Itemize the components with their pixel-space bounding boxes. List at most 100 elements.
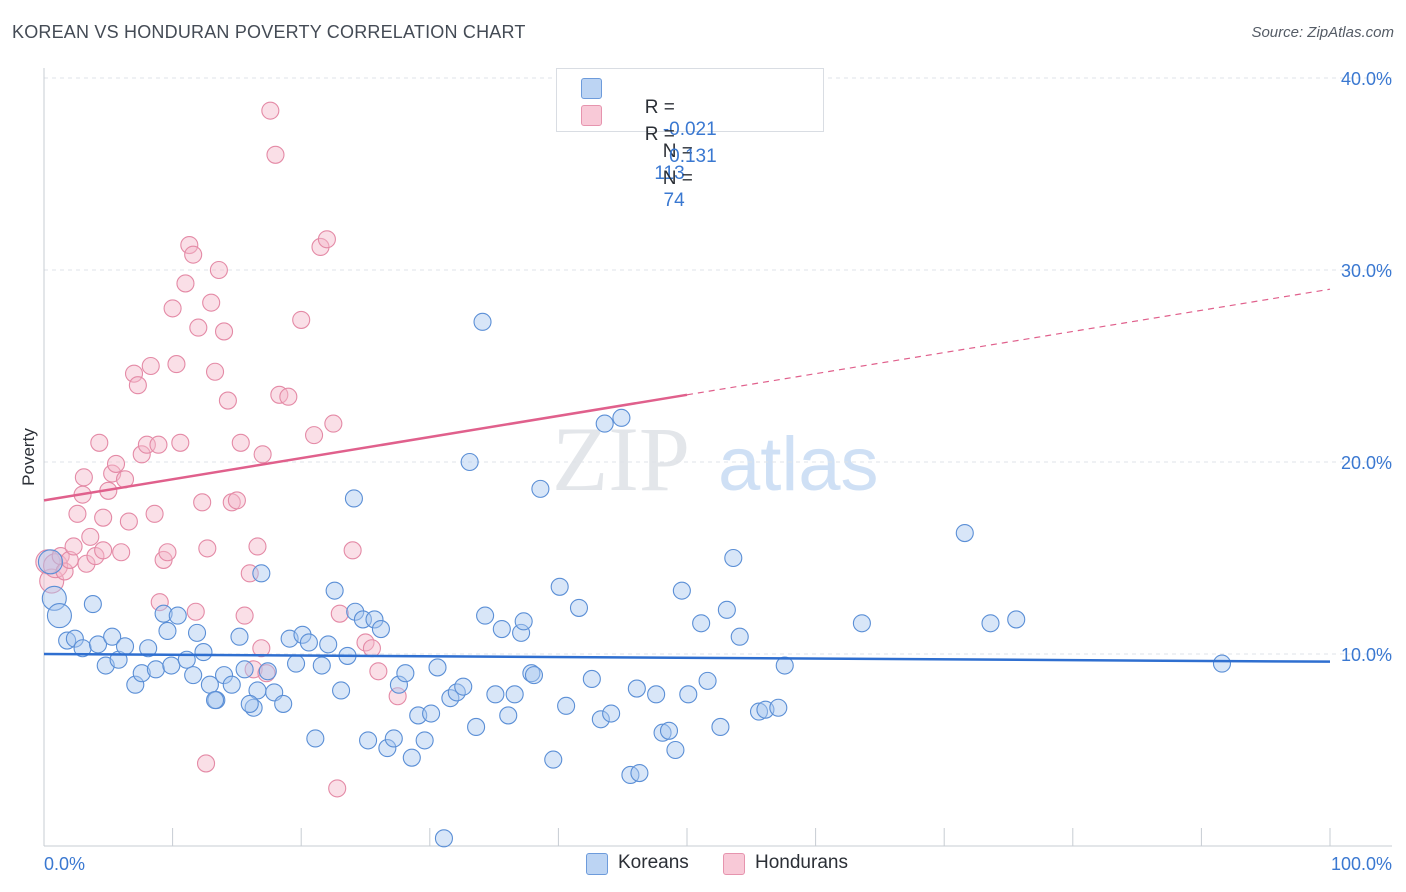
korean-point <box>602 704 621 723</box>
watermark-atlas: atlas <box>718 422 879 507</box>
korean-point <box>512 623 531 642</box>
korean-point <box>627 679 646 698</box>
chart-title: KOREAN VS HONDURAN POVERTY CORRELATION C… <box>12 22 526 42</box>
hondurans-legend-swatch <box>723 853 745 875</box>
korean-point <box>139 639 158 658</box>
honduran-point <box>261 101 280 120</box>
korean-point <box>126 675 145 694</box>
honduran-point <box>248 537 267 556</box>
honduran-point <box>64 537 83 556</box>
korean-point <box>312 656 331 675</box>
hondurans-points <box>35 101 407 798</box>
stats-row-koreans: R = -0.021 N = 113 <box>581 75 717 184</box>
honduran-point <box>176 274 195 293</box>
koreans-points <box>37 312 1232 848</box>
honduran-point <box>68 504 87 523</box>
honduran-point <box>150 593 169 612</box>
hondurans-n-value: 74 <box>663 190 685 211</box>
korean-point <box>852 614 871 633</box>
trend-lines <box>43 288 1331 663</box>
honduran-point <box>362 639 381 658</box>
korean-point <box>524 666 544 685</box>
honduran-point <box>158 543 177 562</box>
korean-point <box>499 706 518 725</box>
korean-point <box>346 602 365 621</box>
korean-point <box>659 721 679 740</box>
honduran-point <box>218 391 237 410</box>
korean-point <box>46 603 72 629</box>
korean-point <box>158 621 177 641</box>
korean-point <box>194 643 213 662</box>
korean-point <box>230 627 249 646</box>
y-tick-label: 20.0% <box>1341 453 1392 473</box>
korean-point <box>146 660 165 679</box>
honduran-point <box>235 606 254 625</box>
korean-point <box>344 489 363 508</box>
honduran-point <box>145 504 164 523</box>
korean-point <box>595 414 614 433</box>
korean-point <box>467 717 486 737</box>
honduran-point <box>209 260 228 280</box>
korean-point <box>402 748 421 767</box>
honduran-point <box>227 491 246 510</box>
honduran-point <box>128 376 147 395</box>
korean-point <box>550 577 569 596</box>
korean-point <box>396 664 415 683</box>
korean-point <box>132 664 151 683</box>
korean-point <box>287 654 306 673</box>
korean-point <box>422 704 441 723</box>
korean-point <box>58 631 77 650</box>
korean-point <box>274 694 293 713</box>
honduran-point <box>193 493 212 512</box>
korean-point <box>1007 610 1026 629</box>
honduran-point <box>311 237 330 257</box>
honduran-point <box>292 310 311 329</box>
korean-point <box>37 549 63 575</box>
korean-point <box>222 675 241 694</box>
honduran-point <box>180 235 199 255</box>
y-tick-label: 40.0% <box>1341 69 1392 89</box>
honduran-point <box>106 454 126 473</box>
koreans-trend-line <box>43 652 1331 663</box>
honduran-point <box>186 602 205 621</box>
honduran-point <box>330 604 349 623</box>
honduran-point <box>141 356 160 376</box>
korean-point <box>359 731 378 750</box>
honduran-point <box>94 541 113 560</box>
korean-point <box>544 750 563 769</box>
korean-point <box>724 548 743 568</box>
honduran-point <box>74 468 93 487</box>
x-tick-label: 100.0% <box>1331 854 1392 874</box>
hondurans-trend-line <box>43 393 688 502</box>
korean-point <box>630 763 649 783</box>
korean-point <box>582 669 601 689</box>
korean-point <box>83 595 102 614</box>
korean-point <box>672 581 691 600</box>
honduran-point <box>167 355 186 374</box>
koreans-legend-swatch <box>586 853 608 875</box>
korean-point <box>557 696 576 715</box>
korean-point <box>235 660 254 679</box>
korean-point <box>293 625 312 644</box>
koreans-n-value: 113 <box>654 163 685 184</box>
hondurans-n-label: N = <box>662 168 693 189</box>
x-tick-labels: 0.0% 100.0% <box>44 854 1392 874</box>
korean-point <box>384 729 403 748</box>
hondurans-r-value: 0.131 <box>669 146 717 167</box>
y-tick-label: 10.0% <box>1341 645 1392 665</box>
honduran-point <box>196 754 216 773</box>
korean-point <box>653 723 672 742</box>
honduran-point <box>252 639 271 658</box>
honduran-point <box>388 687 407 706</box>
korean-point <box>955 523 974 543</box>
korean-point <box>325 581 344 600</box>
korean-point <box>514 612 533 631</box>
korean-point <box>612 408 631 427</box>
honduran-point <box>81 527 100 546</box>
korean-point <box>258 662 277 681</box>
hondurans-swatch <box>581 105 602 126</box>
korean-point <box>569 598 589 617</box>
korean-point <box>717 600 736 619</box>
korean-point <box>698 671 717 690</box>
